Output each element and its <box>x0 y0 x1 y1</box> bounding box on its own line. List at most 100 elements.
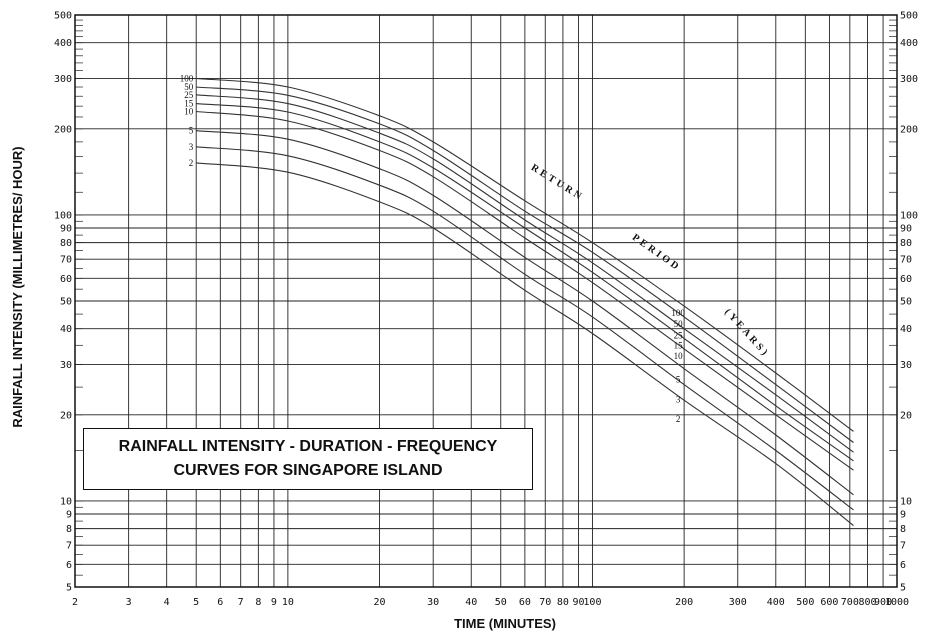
x-tick-label: 80 <box>557 597 569 608</box>
y-tick-label-right: 500 <box>900 11 918 22</box>
series-curve-3 <box>196 146 854 511</box>
y-tick-label-left: 90 <box>60 223 72 234</box>
x-tick-label: 800 <box>858 597 876 608</box>
y-tick-labels: 5 6 7 8 9 10 20 30 40 50 60 70 80 90 100 200 300 400 500 5 6… <box>54 11 918 594</box>
y-tick-label-left: 70 <box>60 255 72 266</box>
y-tick-label-right: 7 <box>900 541 906 552</box>
y-tick-label-right: 400 <box>900 38 918 49</box>
y-tick-label-left: 200 <box>54 124 72 135</box>
y-tick-label-right: 70 <box>900 255 912 266</box>
y-tick-label-left: 7 <box>66 541 72 552</box>
series-label-mid-50: 50 <box>674 319 684 329</box>
series-curve-15 <box>196 103 854 462</box>
y-tick-label-right: 60 <box>900 274 912 285</box>
x-tick-label: 9 <box>271 597 277 608</box>
y-tick-label-left: 9 <box>66 509 72 520</box>
y-tick-label-right: 300 <box>900 74 918 85</box>
x-tick-label: 3 <box>126 597 132 608</box>
x-tick-label: 5 <box>193 597 199 608</box>
series-label-start-100: 100 <box>180 73 194 83</box>
series-label-start-25: 25 <box>184 90 194 100</box>
y-tick-label-left: 50 <box>60 297 72 308</box>
series-label-start-2: 2 <box>189 158 194 168</box>
series-curve-5 <box>196 130 854 496</box>
y-tick-label-right: 30 <box>900 360 912 371</box>
y-tick-label-left: 400 <box>54 38 72 49</box>
annotation-2: PERIOD <box>630 232 683 274</box>
x-tick-label: 1000 <box>885 597 909 608</box>
x-axis-title: TIME (MINUTES) <box>454 616 556 631</box>
series-curves <box>196 77 854 527</box>
y-tick-label-left: 40 <box>60 324 72 335</box>
series-label-mid-100: 100 <box>671 308 685 318</box>
y-tick-label-left: 30 <box>60 360 72 371</box>
series-label-mid-10: 10 <box>674 351 684 361</box>
series-curve-100 <box>196 77 854 432</box>
x-tick-label: 6 <box>217 597 223 608</box>
plot-frame <box>74 14 898 588</box>
x-tick-label: 90 <box>572 597 584 608</box>
x-tick-label: 300 <box>729 597 747 608</box>
y-tick-label-right: 20 <box>900 410 912 421</box>
y-tick-label-right: 200 <box>900 124 918 135</box>
series-label-start-3: 3 <box>189 142 194 152</box>
chart-title-box: RAINFALL INTENSITY - DURATION - FREQUENC… <box>83 428 533 490</box>
y-tick-label-left: 10 <box>60 496 72 507</box>
y-tick-label-left: 100 <box>54 210 72 221</box>
x-tick-label: 60 <box>519 597 531 608</box>
chart-title-line-1: RAINFALL INTENSITY - DURATION - FREQUENC… <box>118 438 498 455</box>
y-tick-label-right: 40 <box>900 324 912 335</box>
y-tick-label-left: 5 <box>66 583 72 594</box>
x-tick-label: 50 <box>495 597 507 608</box>
series-label-mid-5: 5 <box>676 375 681 385</box>
y-tick-label-right: 100 <box>900 210 918 221</box>
series-curve-50 <box>196 86 854 443</box>
x-tick-label: 70 <box>539 597 551 608</box>
y-tick-label-right: 90 <box>900 223 912 234</box>
x-tick-label: 200 <box>675 597 693 608</box>
y-tick-label-left: 60 <box>60 274 72 285</box>
y-tick-label-right: 8 <box>900 524 906 535</box>
x-tick-label: 20 <box>374 597 386 608</box>
y-tick-label-right: 6 <box>900 560 906 571</box>
series-label-mid-2: 2 <box>676 414 681 424</box>
series-label-start-10: 10 <box>184 106 194 116</box>
x-tick-label: 500 <box>796 597 814 608</box>
x-tick-label: 8 <box>255 597 261 608</box>
y-tick-label-left: 20 <box>60 410 72 421</box>
y-tick-label-left: 300 <box>54 74 72 85</box>
x-tick-label: 10 <box>282 597 294 608</box>
x-tick-label: 400 <box>767 597 785 608</box>
series-label-mid-15: 15 <box>674 340 684 350</box>
y-tick-label-right: 80 <box>900 238 912 249</box>
y-tick-label-right: 9 <box>900 509 906 520</box>
y-tick-label-left: 6 <box>66 560 72 571</box>
series-label-mid-25: 25 <box>674 331 684 341</box>
y-tick-label-right: 5 <box>900 583 906 594</box>
x-tick-label: 4 <box>164 597 170 608</box>
x-tick-label: 2 <box>72 597 78 608</box>
grid-lines <box>74 14 898 588</box>
series-curve-25 <box>196 94 854 453</box>
y-tick-label-left: 8 <box>66 524 72 535</box>
x-tick-label: 100 <box>583 597 601 608</box>
y-axis-title: RAINFALL INTENSITY (MILLIMETRES/ HOUR) <box>10 146 25 427</box>
series-label-mid-3: 3 <box>676 395 681 405</box>
series-curve-10 <box>196 110 854 471</box>
annotation-1: RETURN <box>529 162 586 203</box>
x-tick-label: 7 <box>238 597 244 608</box>
chart-title-line-2: CURVES FOR SINGAPORE ISLAND <box>173 462 443 479</box>
x-tick-label: 40 <box>465 597 477 608</box>
x-tick-label: 900 <box>874 597 892 608</box>
y-tick-label-left: 80 <box>60 238 72 249</box>
y-tick-label-right: 10 <box>900 496 912 507</box>
x-tick-label: 30 <box>427 597 439 608</box>
y-tick-label-left: 500 <box>54 11 72 22</box>
y-tick-label-right: 50 <box>900 297 912 308</box>
x-tick-label: 700 <box>841 597 859 608</box>
series-label-start-15: 15 <box>184 99 194 109</box>
